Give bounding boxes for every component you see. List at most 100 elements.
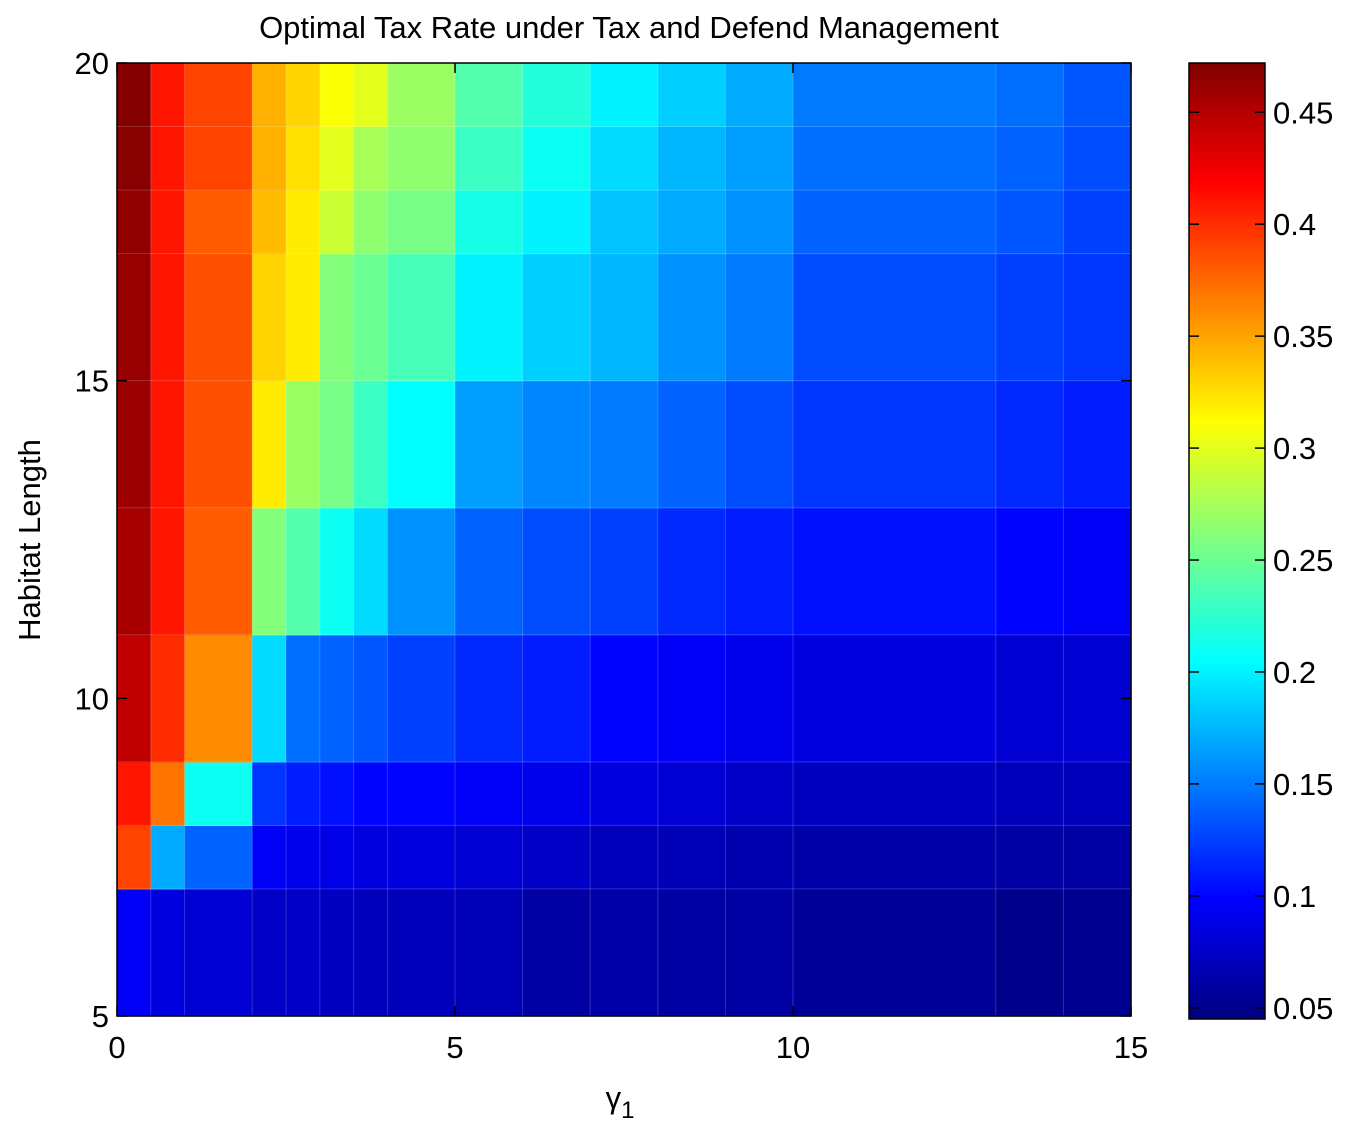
heatmap-cell: [117, 762, 151, 826]
colorbar-tick-label: 0.2: [1273, 655, 1316, 690]
heatmap-cell: [523, 635, 591, 763]
x-axis-label: γ1: [606, 1080, 635, 1123]
colorbar-tick-label: 0.15: [1273, 767, 1333, 802]
heatmap-cell: [185, 190, 253, 254]
heatmap-cell: [354, 190, 388, 254]
heatmap-cell: [996, 762, 1064, 826]
heatmap-cell: [725, 63, 793, 127]
heatmap-cell: [286, 635, 320, 763]
heatmap-cell: [455, 825, 523, 889]
heatmap-cell: [523, 381, 591, 509]
heatmap-cell: [658, 254, 726, 382]
heatmap-cell: [185, 635, 253, 763]
heatmap-cell: [320, 63, 354, 127]
heatmap-cell: [252, 635, 286, 763]
heatmap-cell: [725, 127, 793, 191]
heatmap-cell: [523, 63, 591, 127]
heatmap-cell: [286, 190, 320, 254]
heatmap-cell: [320, 254, 354, 382]
colorbar: [1189, 63, 1265, 1019]
colorbar-tick-label: 0.45: [1273, 95, 1333, 130]
heatmap-cell: [286, 381, 320, 509]
heatmap-cell: [725, 190, 793, 254]
heatmap-cell: [354, 825, 388, 889]
chart-title: Optimal Tax Rate under Tax and Defend Ma…: [259, 10, 999, 45]
heatmap-cell: [387, 508, 455, 636]
heatmap-cell: [151, 762, 185, 826]
heatmap-cell: [252, 127, 286, 191]
heatmap-cell: [117, 190, 151, 254]
heatmap-cell: [151, 381, 185, 509]
colorbar-tick-label: 0.4: [1273, 207, 1316, 242]
heatmap-cell: [996, 190, 1064, 254]
colorbar-tick-label: 0.3: [1273, 431, 1316, 466]
heatmap-cell: [455, 190, 523, 254]
heatmap-cell: [725, 889, 793, 1017]
heatmap-cell: [320, 825, 354, 889]
heatmap-cell: [590, 63, 658, 127]
heatmap-cell: [590, 825, 658, 889]
heatmap-cell: [354, 381, 388, 509]
heatmap-cell: [658, 508, 726, 636]
heatmap-cell: [725, 635, 793, 763]
heatmap-cell: [185, 508, 253, 636]
heatmap-cell: [286, 63, 320, 127]
heatmap-cell: [151, 825, 185, 889]
heatmap-cell: [523, 825, 591, 889]
heatmap-cell: [996, 127, 1064, 191]
heatmap-cell: [185, 381, 253, 509]
heatmap-cell: [658, 762, 726, 826]
heatmap-cell: [523, 762, 591, 826]
heatmap-cell: [151, 889, 185, 1017]
heatmap-cell: [354, 63, 388, 127]
heatmap-cell: [354, 635, 388, 763]
heatmap-cell: [455, 508, 523, 636]
heatmap-cell: [1063, 254, 1131, 382]
heatmap-cell: [151, 127, 185, 191]
heatmap-cell: [1063, 508, 1131, 636]
colorbar-tick-label: 0.1: [1273, 879, 1316, 914]
heatmap-cell: [320, 381, 354, 509]
y-tick-label: 10: [75, 681, 109, 716]
heatmap-cell: [286, 127, 320, 191]
heatmap-cell: [252, 381, 286, 509]
heatmap-cell: [1063, 190, 1131, 254]
heatmap-cell: [117, 63, 151, 127]
heatmap-cell: [658, 381, 726, 509]
heatmap-cell: [1063, 825, 1131, 889]
heatmap-cell: [996, 381, 1064, 509]
heatmap-cell: [658, 190, 726, 254]
heatmap-cell: [252, 762, 286, 826]
heatmap-cell: [590, 635, 658, 763]
heatmap-cell: [151, 508, 185, 636]
heatmap-cell: [1063, 762, 1131, 826]
heatmap-cell: [590, 254, 658, 382]
heatmap-cell: [793, 127, 996, 191]
heatmap-cell: [793, 889, 996, 1017]
heatmap-cell: [354, 508, 388, 636]
colorbar-tick-label: 0.05: [1273, 991, 1333, 1026]
x-tick-label: 5: [446, 1030, 463, 1065]
heatmap-cell: [252, 889, 286, 1017]
heatmap-cell: [793, 825, 996, 889]
heatmap-cell: [455, 762, 523, 826]
x-tick-label: 0: [108, 1030, 125, 1065]
heatmap-cell: [793, 190, 996, 254]
heatmap-cell: [658, 889, 726, 1017]
heatmap-cell: [793, 254, 996, 382]
heatmap-cell: [320, 508, 354, 636]
heatmap-cell: [151, 63, 185, 127]
heatmap-cell: [1063, 63, 1131, 127]
heatmap-cell: [996, 508, 1064, 636]
heatmap-cell: [455, 127, 523, 191]
heatmap-cell: [117, 825, 151, 889]
heatmap-cell: [455, 635, 523, 763]
heatmap-cell: [590, 762, 658, 826]
heatmap-cell: [151, 635, 185, 763]
heatmap-cell: [996, 825, 1064, 889]
heatmap-cell: [252, 825, 286, 889]
heatmap-cell: [252, 190, 286, 254]
heatmap-cell: [320, 889, 354, 1017]
heatmap-cell: [354, 254, 388, 382]
heatmap-cell: [455, 254, 523, 382]
